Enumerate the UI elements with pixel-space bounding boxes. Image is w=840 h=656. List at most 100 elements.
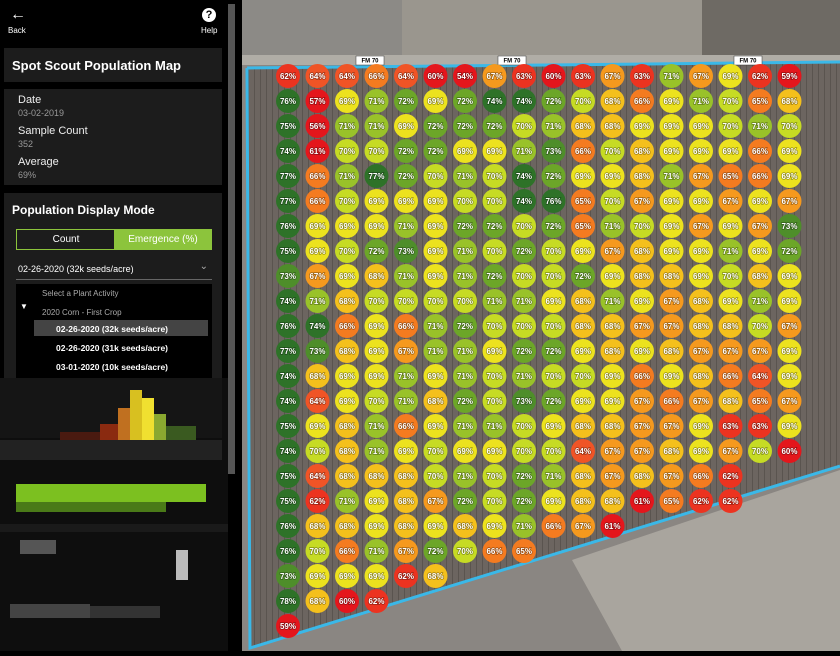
sample-point[interactable] [276,289,300,313]
sample-point[interactable] [659,139,684,163]
sample-point[interactable] [276,189,300,213]
sample-point[interactable] [305,414,330,438]
sample-point[interactable] [423,389,448,413]
sample-point[interactable] [453,64,477,88]
toggle-emergence[interactable]: Emergence (%) [114,229,212,250]
sample-point[interactable] [305,214,330,238]
sample-point[interactable] [512,214,536,238]
sample-point[interactable] [276,389,300,413]
sample-point[interactable] [394,64,418,88]
sample-point[interactable] [364,564,389,588]
sample-point[interactable] [482,114,507,138]
sample-point[interactable] [541,114,566,138]
sample-point[interactable] [748,414,772,438]
sample-point[interactable] [482,89,507,113]
sample-point[interactable] [482,239,507,263]
help-label[interactable]: Help [201,26,218,35]
sample-point[interactable] [777,364,802,388]
sample-point[interactable] [335,264,359,288]
sample-point[interactable] [541,489,566,513]
sample-point[interactable] [364,189,389,213]
sample-point[interactable] [630,414,654,438]
sample-point[interactable] [394,564,418,588]
sample-point[interactable] [777,64,802,88]
sample-point[interactable] [482,539,507,563]
sample-point[interactable] [600,189,625,213]
sample-point[interactable] [659,489,684,513]
sample-point[interactable] [541,189,566,213]
sample-point[interactable] [777,139,802,163]
sample-point[interactable] [364,439,389,463]
sample-point[interactable] [364,89,389,113]
sample-point[interactable] [630,189,654,213]
sample-point[interactable] [423,339,448,363]
sample-point[interactable] [630,89,654,113]
sample-point[interactable] [689,64,713,88]
sample-point[interactable] [541,464,566,488]
sample-point[interactable] [512,314,536,338]
sample-point[interactable] [689,489,713,513]
sample-point[interactable] [276,514,300,538]
sample-point[interactable] [512,414,536,438]
sample-point[interactable] [718,414,743,438]
sample-point[interactable] [600,239,625,263]
sample-point[interactable] [364,489,389,513]
sample-point[interactable] [541,139,566,163]
sample-point[interactable] [335,164,359,188]
sample-point[interactable] [364,514,389,538]
sample-point[interactable] [777,114,802,138]
sample-point[interactable] [305,164,330,188]
sample-point[interactable] [305,439,330,463]
sample-point[interactable] [571,364,595,388]
sample-point[interactable] [423,64,448,88]
sample-point[interactable] [689,189,713,213]
sample-point[interactable] [718,339,743,363]
sample-point[interactable] [305,539,330,563]
sample-point[interactable] [335,539,359,563]
sample-point[interactable] [541,89,566,113]
sample-point[interactable] [482,139,507,163]
sample-point[interactable] [718,289,743,313]
sample-point[interactable] [777,189,802,213]
sample-point[interactable] [718,139,743,163]
sample-point[interactable] [394,414,418,438]
sample-point[interactable] [571,114,595,138]
sample-point[interactable] [512,489,536,513]
sample-point[interactable] [512,164,536,188]
sample-point[interactable] [364,314,389,338]
sample-point[interactable] [689,314,713,338]
sample-point[interactable] [276,589,300,613]
sample-point[interactable] [335,389,359,413]
sample-point[interactable] [276,64,300,88]
sample-point[interactable] [600,89,625,113]
sample-point[interactable] [394,114,418,138]
sample-point[interactable] [394,389,418,413]
sample-point[interactable] [689,264,713,288]
sample-point[interactable] [748,214,772,238]
sample-point[interactable] [571,239,595,263]
sample-point[interactable] [305,364,330,388]
sample-point[interactable] [335,514,359,538]
sample-point[interactable] [777,414,802,438]
sample-point[interactable] [630,489,654,513]
sample-point[interactable] [718,364,743,388]
sample-point[interactable] [659,364,684,388]
sample-point[interactable] [718,489,743,513]
sample-point[interactable] [453,389,477,413]
sample-point[interactable] [512,464,536,488]
sample-point[interactable] [748,114,772,138]
sample-point[interactable] [541,64,566,88]
sample-point[interactable] [541,439,566,463]
sample-point[interactable] [394,539,418,563]
sample-point[interactable] [600,139,625,163]
sample-point[interactable] [423,239,448,263]
sample-point[interactable] [571,189,595,213]
sample-point[interactable] [364,289,389,313]
sample-point[interactable] [630,214,654,238]
sample-point[interactable] [305,514,330,538]
sample-point[interactable] [748,239,772,263]
sample-point[interactable] [335,464,359,488]
sample-point[interactable] [571,514,595,538]
sample-point[interactable] [394,314,418,338]
sample-point[interactable] [512,289,536,313]
